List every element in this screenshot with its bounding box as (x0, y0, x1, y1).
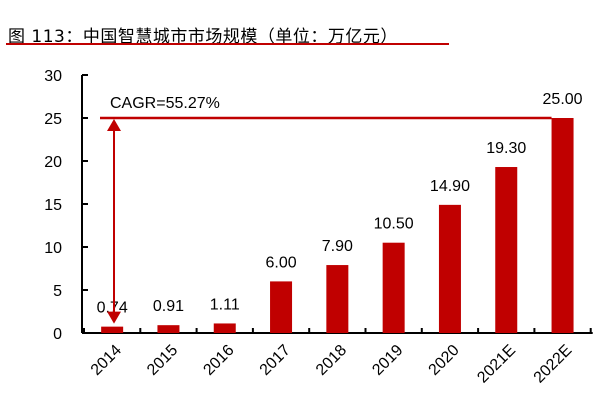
bar-2018 (326, 265, 349, 333)
x-tick-label: 2018 (313, 342, 350, 379)
y-tick-label: 20 (44, 154, 62, 171)
data-label: 25.00 (543, 91, 583, 108)
x-axis: 2014 2015 2016 2017 2018 2019 2020 2021E 2022E (82, 328, 593, 387)
bar-2019 (382, 242, 405, 333)
bar-2017 (270, 281, 293, 333)
data-label: 1.11 (210, 296, 240, 313)
bar-2014 (101, 326, 124, 333)
x-tick-label: 2014 (88, 342, 125, 379)
bar-2022E (551, 118, 574, 333)
x-tick-label: 2015 (144, 342, 181, 379)
x-tick-label: 2022E (531, 342, 576, 387)
cagr-annotation: CAGR=55.27% (100, 95, 552, 324)
x-tick-label: 2017 (257, 342, 294, 379)
data-label: 0.91 (153, 298, 184, 315)
x-tick-label: 2016 (200, 342, 237, 379)
y-tick-label: 25 (44, 111, 62, 128)
data-label: 6.00 (265, 254, 296, 271)
x-tick-label: 2020 (426, 342, 463, 379)
bar-2016 (213, 323, 236, 333)
bar-2021E (495, 167, 518, 333)
y-tick-label: 5 (53, 283, 62, 300)
title-underline (6, 43, 449, 45)
x-tick-label: 2019 (369, 342, 406, 379)
data-label: 10.50 (374, 216, 414, 233)
data-label: 14.90 (430, 178, 470, 195)
y-tick-label: 15 (44, 197, 62, 214)
arrow-up-icon (107, 119, 121, 131)
data-label: 19.30 (486, 140, 526, 157)
chart-title: 图 113：中国智慧城市市场规模（单位：万亿元） (8, 27, 398, 47)
y-tick-label: 0 (53, 326, 62, 343)
bar-2020 (438, 204, 461, 333)
bar-2015 (157, 325, 180, 333)
x-tick-label: 2021E (474, 342, 519, 387)
y-tick-label: 10 (44, 240, 62, 257)
data-label: 7.90 (322, 238, 353, 255)
y-axis: 0 5 10 15 20 25 30 (44, 68, 88, 343)
y-tick-label: 30 (44, 68, 62, 85)
cagr-label: CAGR=55.27% (110, 95, 220, 112)
arrow-down-icon (107, 311, 121, 324)
